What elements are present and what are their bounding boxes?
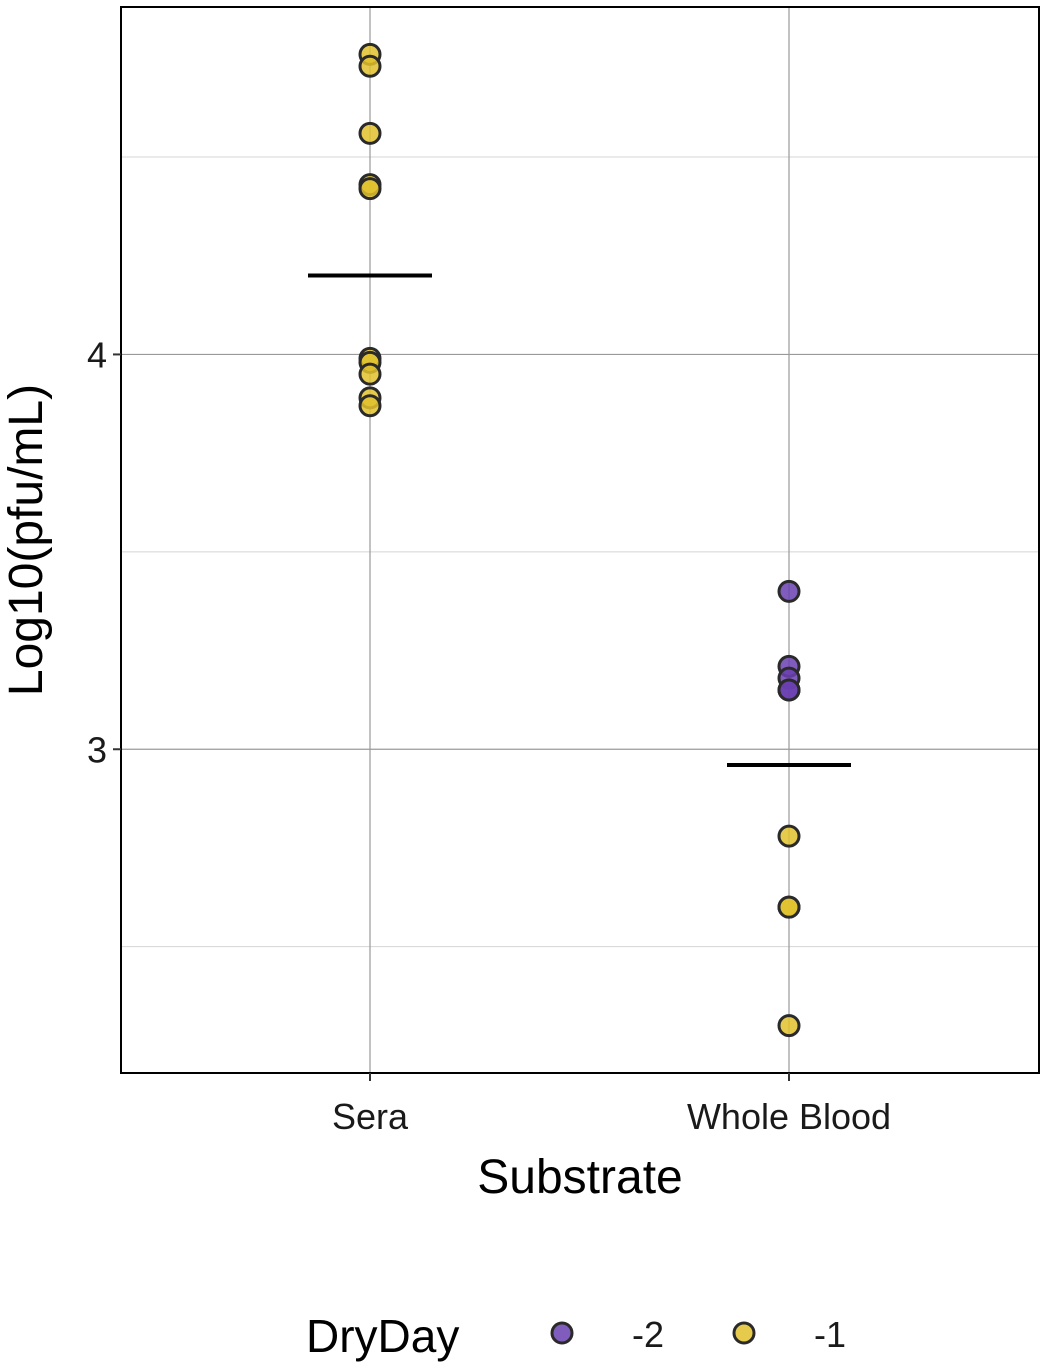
point-layer: [358, 42, 801, 1038]
data-point: [777, 678, 801, 702]
legend-entries: -2 -1: [550, 1314, 846, 1355]
legend-key: [732, 1321, 756, 1345]
tick-layer: 3 4 Sera Whole Blood: [87, 334, 891, 1137]
x-tick-label: Whole Blood: [687, 1096, 891, 1137]
legend-label: -1: [814, 1314, 846, 1355]
data-point: [777, 579, 801, 603]
data-point: [777, 1014, 801, 1038]
legend: DryDay -2 -1: [306, 1310, 846, 1362]
data-point: [358, 362, 382, 386]
data-point: [358, 54, 382, 78]
x-tick-label: Sera: [332, 1096, 409, 1137]
y-axis-title: Log10(pfu/mL): [0, 384, 53, 696]
y-tick-label: 4: [87, 334, 107, 375]
y-tick-label: 3: [87, 729, 107, 770]
plot-border: [120, 6, 1040, 1074]
data-point: [358, 394, 382, 418]
x-axis-title: Substrate: [477, 1151, 682, 1204]
mean-layer: [308, 273, 851, 768]
data-point: [777, 824, 801, 848]
data-point: [358, 177, 382, 201]
legend-key: [550, 1321, 574, 1345]
data-point: [777, 895, 801, 919]
legend-label: -2: [632, 1314, 664, 1355]
data-point: [358, 121, 382, 145]
grid-layer: [121, 7, 1039, 1073]
legend-title: DryDay: [306, 1310, 459, 1362]
